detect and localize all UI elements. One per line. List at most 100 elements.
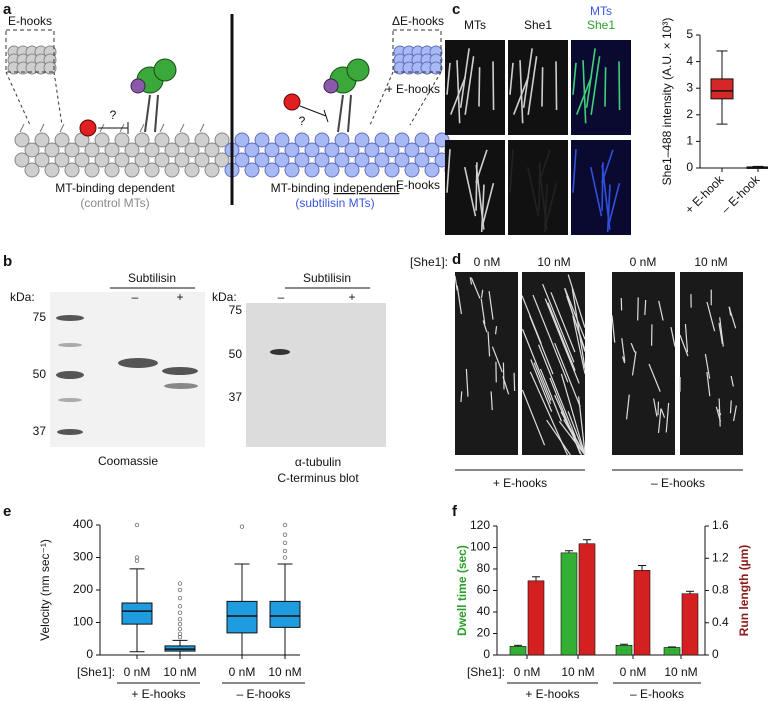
- tubulin-subunit: [54, 152, 70, 168]
- filament: [582, 60, 587, 124]
- bar: [615, 645, 633, 656]
- tubulin-subunit: [234, 152, 250, 168]
- tubulin-subunit: [114, 152, 130, 168]
- gel-caption: α-tubulin: [295, 455, 341, 469]
- filament: [512, 76, 530, 115]
- blot-band: [270, 349, 290, 355]
- y-tick-label: 5: [686, 27, 693, 41]
- group-label: + E-hooks: [131, 687, 185, 701]
- trace: [717, 409, 722, 416]
- gel-bands: [56, 315, 198, 435]
- outlier: [177, 617, 183, 622]
- condition-sublabel: (subtilisin MTs): [295, 196, 374, 210]
- filament: [480, 184, 485, 233]
- tubulin-subunit: [344, 142, 360, 158]
- tubulin-subunit: [14, 152, 30, 168]
- trace: [530, 359, 553, 412]
- tubulin-subunit: [314, 152, 330, 168]
- tubulin-subunit: [414, 132, 430, 148]
- inset-lead: [5, 71, 31, 126]
- filament: [590, 56, 601, 115]
- y-tick-label: 400: [73, 517, 93, 531]
- filament: [572, 62, 577, 95]
- tubulin-subunit: [254, 132, 270, 148]
- y-tick-label: 80: [477, 561, 491, 575]
- tubulin-subunit: [114, 132, 130, 148]
- group-label: – E-hooks: [651, 476, 705, 490]
- filament: [541, 67, 544, 107]
- tubulin-subunit: [284, 162, 300, 178]
- tubulin-subunit: [274, 152, 290, 168]
- tubulin-subunit: [364, 162, 380, 178]
- she1-icon: [79, 119, 97, 137]
- tubulin-subunit: [124, 162, 140, 178]
- tubulin-subunit: [384, 142, 400, 158]
- trace: [521, 328, 552, 401]
- column-label: MTs: [590, 4, 612, 18]
- filament: [572, 149, 577, 193]
- tubulin-subunit: [104, 162, 120, 178]
- dynein-icon: [130, 58, 370, 133]
- column-label: MTs: [464, 18, 486, 32]
- panel-letter: d: [452, 251, 461, 268]
- marker-label: 75: [229, 303, 243, 317]
- label-part: independent: [333, 181, 400, 195]
- label-part: MT-binding: [271, 181, 334, 195]
- trace: [719, 317, 724, 347]
- tubulin-subunit: [64, 142, 80, 158]
- tubulin-subunit: [104, 142, 120, 158]
- filament: [601, 149, 614, 183]
- trace: [470, 277, 481, 299]
- tubulin-subunit: [34, 132, 50, 148]
- trace: [631, 351, 637, 376]
- filament: [519, 60, 524, 124]
- y-tick-label: 300: [73, 550, 93, 564]
- micrograph: [571, 40, 631, 135]
- inset-box: [5, 29, 55, 73]
- trace: [487, 331, 491, 357]
- tubulin-subunit: [64, 162, 80, 178]
- y-tick-label: 1: [686, 134, 693, 148]
- inhibition: [299, 105, 329, 123]
- tubulin-subunit: [84, 142, 100, 158]
- trace: [488, 291, 494, 320]
- y-tick-label: 100: [470, 540, 490, 554]
- filament: [481, 183, 495, 226]
- trace: [679, 334, 689, 357]
- tubulin-subunit: [194, 132, 210, 148]
- trace: [542, 283, 575, 363]
- unit-label: kDa:: [10, 290, 35, 304]
- trace: [513, 372, 516, 391]
- filament: [606, 184, 611, 233]
- row-label: + E-hooks: [386, 82, 440, 96]
- trace: [665, 402, 670, 433]
- filament: [544, 183, 558, 226]
- marker-label: 50: [229, 347, 243, 361]
- filament: [527, 56, 538, 115]
- tubulin-subunit: [184, 162, 200, 178]
- group-label: + E-hooks: [525, 687, 579, 701]
- trace: [637, 297, 639, 321]
- e-hook: [159, 123, 165, 133]
- tubulin-subunit: [394, 132, 410, 148]
- prefix-label: [She1]:: [410, 255, 448, 269]
- tubulin-subunit: [54, 132, 70, 148]
- trace: [533, 362, 552, 405]
- tubulin-subunit: [424, 142, 440, 158]
- trace: [480, 298, 486, 325]
- outlier: [282, 540, 288, 546]
- tubulin-subunit: [204, 162, 220, 178]
- column-label: 10 nM: [694, 255, 727, 269]
- tubulin-subunit: [334, 152, 350, 168]
- filament: [604, 67, 607, 107]
- tubulin-subunit: [244, 142, 260, 158]
- column-label: She1: [587, 18, 615, 32]
- trace: [660, 408, 666, 418]
- tubulin-subunit: [204, 142, 220, 158]
- bar: [578, 543, 596, 656]
- e-hook: [139, 123, 145, 133]
- micrograph: [445, 140, 505, 235]
- x-tick-label: 0 nM: [620, 665, 647, 679]
- trace: [567, 411, 586, 456]
- micrographs: [445, 40, 631, 235]
